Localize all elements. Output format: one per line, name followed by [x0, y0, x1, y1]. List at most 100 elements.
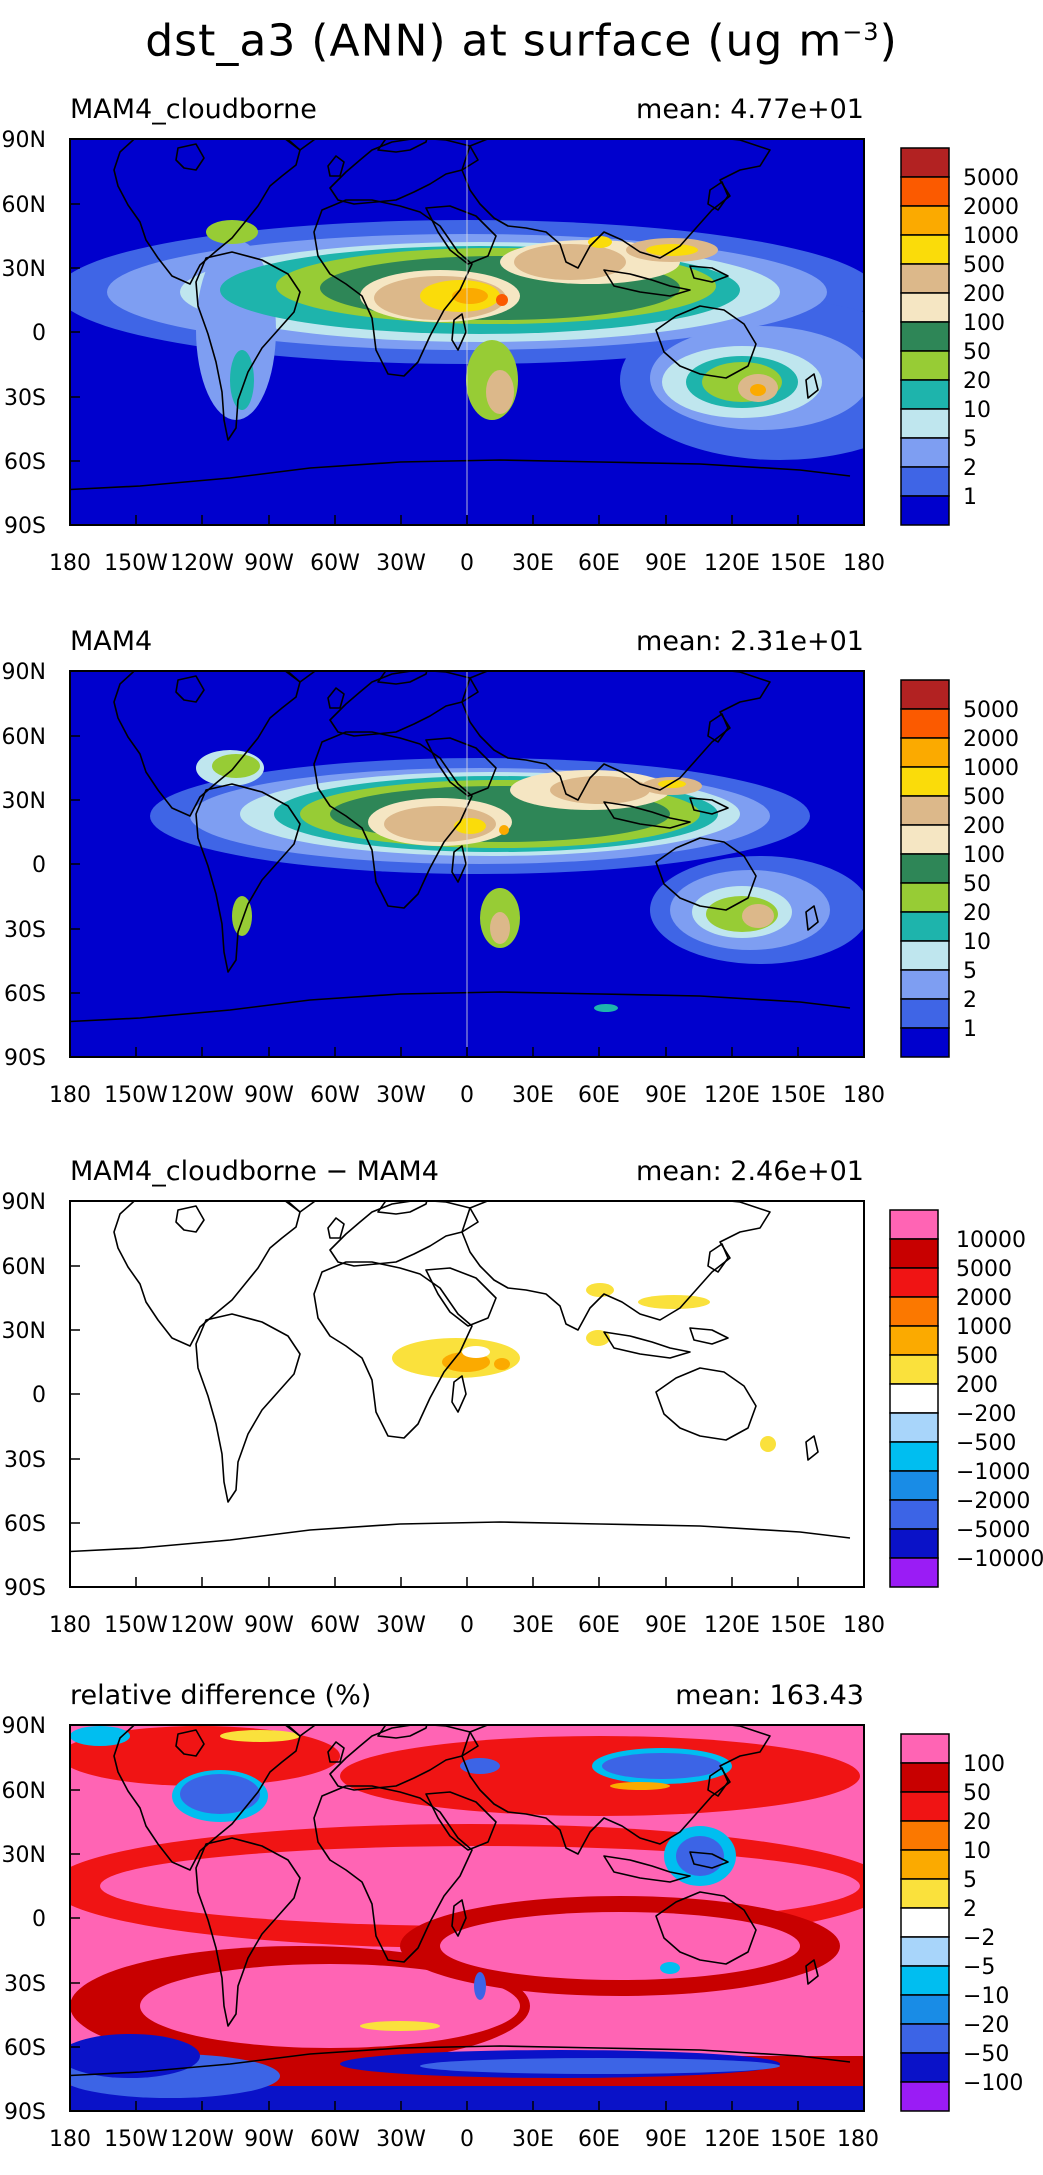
colorbar-swatch — [900, 437, 950, 468]
map-field — [70, 1201, 864, 1587]
colorbar-swatch — [900, 795, 950, 826]
lon-label: 180 — [49, 1613, 91, 1638]
colorbar-swatch — [900, 679, 950, 710]
lon-label: 30W — [376, 551, 426, 576]
map-panel-relative-difference: relative difference (%) mean: 163.43 — [0, 1654, 1043, 2174]
colorbar — [900, 679, 950, 1058]
colorbar-swatch — [900, 2023, 950, 2054]
colorbar-label: −1000 — [956, 1460, 1030, 1485]
lon-ticks — [69, 1577, 865, 1587]
colorbar-label: 500 — [956, 1344, 998, 1369]
colorbar-label: 50 — [963, 872, 991, 897]
colorbar-label: 2000 — [963, 195, 1019, 220]
colorbar-label: 10 — [963, 930, 991, 955]
lon-label: 60E — [578, 1613, 620, 1638]
lon-label: 120E — [704, 2127, 760, 2152]
lat-label: 90S — [4, 1576, 46, 1601]
lat-label: 0 — [32, 1383, 46, 1408]
lat-label: 0 — [32, 321, 46, 346]
lat-label: 90S — [4, 2100, 46, 2125]
lon-label: 90W — [244, 1083, 294, 1108]
colorbar-swatch — [889, 1209, 939, 1240]
lat-label: 90S — [4, 514, 46, 539]
colorbar-label: 20 — [963, 901, 991, 926]
lon-label: 90E — [645, 1083, 687, 1108]
lon-label: 120W — [170, 1613, 234, 1638]
title-rest: (ANN) at surface (ug m — [296, 15, 843, 67]
panel-mean: mean: 2.31e+01 — [636, 626, 864, 657]
title-exponent: −3 — [842, 18, 880, 46]
colorbar-swatch — [900, 1733, 950, 1764]
lon-label: 180 — [49, 1083, 91, 1108]
colorbar-swatch — [889, 1383, 939, 1414]
map-field — [70, 671, 864, 1057]
lon-label: 30E — [512, 2127, 554, 2152]
colorbar-label: −200 — [956, 1402, 1016, 1427]
panel-mean: mean: 163.43 — [675, 1680, 864, 1711]
colorbar-label: 2 — [963, 1897, 977, 1922]
colorbar-swatch — [900, 940, 950, 971]
lon-label: 0 — [460, 551, 474, 576]
lat-label: 90N — [2, 1714, 46, 1739]
colorbar — [889, 1209, 939, 1588]
lat-label: 60S — [4, 450, 46, 475]
lat-label: 90N — [2, 660, 46, 685]
colorbar — [900, 1733, 950, 2112]
colorbar-label: 5 — [963, 427, 977, 452]
map-panel-cloudborne: MAM4_cloudborne mean: 4.77e+01 — [0, 68, 1043, 588]
lon-labels: 180 150W 120W 90W 60W 30W 0 30E 60E 90E … — [49, 551, 885, 576]
lon-label: 90W — [244, 1613, 294, 1638]
lon-label: 150W — [104, 551, 168, 576]
lon-label: 90E — [645, 2127, 687, 2152]
map-field — [70, 1725, 864, 2111]
colorbar-swatch — [889, 1354, 939, 1385]
lon-label: 60E — [578, 551, 620, 576]
colorbar-swatch — [900, 737, 950, 768]
colorbar-swatch — [900, 205, 950, 236]
colorbar-swatch — [900, 766, 950, 797]
panel-svg: MAM4_cloudborne mean: 4.77e+01 — [2, 94, 1019, 576]
panel-svg: MAM4 mean: 2.31e+01 90 — [2, 626, 1019, 1108]
colorbar-label: 5000 — [963, 698, 1019, 723]
colorbar-label: 10 — [963, 1839, 991, 1864]
colorbar-label: 200 — [963, 814, 1005, 839]
colorbar-label: −500 — [956, 1431, 1016, 1456]
lon-label: 150E — [770, 551, 826, 576]
panel-svg: MAM4_cloudborne − MAM4 mean: 2.46e+01 90… — [2, 1156, 1043, 1638]
lon-label: 90W — [244, 2127, 294, 2152]
panel-left-title: relative difference (%) — [70, 1680, 371, 1711]
colorbar-label: 5 — [963, 959, 977, 984]
colorbar-label: −10 — [963, 1984, 1009, 2009]
lon-label: 120E — [704, 1083, 760, 1108]
lon-label: 120W — [170, 1083, 234, 1108]
colorbar-swatch — [889, 1412, 939, 1443]
colorbar-swatch — [900, 824, 950, 855]
lat-label: 30N — [2, 1319, 46, 1344]
colorbar-label: 100 — [963, 1752, 1005, 1777]
lat-labels: 90N 60N 30N 0 30S 60S 90S — [2, 1190, 46, 1601]
lat-label: 90S — [4, 1046, 46, 1071]
colorbar-label: −2000 — [956, 1489, 1030, 1514]
lon-label: 150W — [104, 2127, 168, 2152]
lat-label: 30N — [2, 257, 46, 282]
lat-label: 0 — [32, 853, 46, 878]
lon-label: 90W — [244, 551, 294, 576]
colorbar-swatch — [900, 969, 950, 1000]
lon-label: 0 — [460, 1613, 474, 1638]
colorbar-labels: 5000 2000 1000 500 200 100 50 20 10 5 2 … — [963, 166, 1019, 510]
lat-label: 0 — [32, 1907, 46, 1932]
panel-left-title: MAM4_cloudborne − MAM4 — [70, 1156, 439, 1187]
colorbar-label: 20 — [963, 369, 991, 394]
colorbar-label: 100 — [963, 311, 1005, 336]
lat-label: 60N — [2, 1255, 46, 1280]
lon-label: 60W — [310, 1613, 360, 1638]
map-field — [70, 139, 864, 525]
colorbar-label: 2000 — [963, 727, 1019, 752]
lon-label: 120E — [704, 551, 760, 576]
colorbar-swatch — [900, 1820, 950, 1851]
colorbar-label: 5000 — [956, 1257, 1012, 1282]
colorbar-label: 1000 — [963, 224, 1019, 249]
colorbar-label: 1000 — [956, 1315, 1012, 1340]
lon-label: 30W — [376, 1613, 426, 1638]
lat-label: 30N — [2, 1843, 46, 1868]
